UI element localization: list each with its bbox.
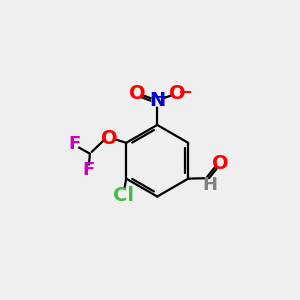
Circle shape xyxy=(172,88,182,98)
Text: Cl: Cl xyxy=(113,187,134,206)
Text: +: + xyxy=(155,90,167,104)
Circle shape xyxy=(215,159,226,169)
Text: F: F xyxy=(83,161,95,179)
Circle shape xyxy=(85,166,93,175)
Circle shape xyxy=(104,134,115,144)
Text: O: O xyxy=(169,84,185,103)
Circle shape xyxy=(133,88,143,98)
Text: N: N xyxy=(149,91,165,110)
Text: O: O xyxy=(129,84,146,103)
Circle shape xyxy=(117,190,130,202)
Circle shape xyxy=(152,95,163,106)
Text: F: F xyxy=(68,136,80,154)
Text: H: H xyxy=(202,176,217,194)
Text: −: − xyxy=(177,84,192,102)
Circle shape xyxy=(70,140,78,148)
Text: O: O xyxy=(212,154,229,173)
Text: O: O xyxy=(101,129,118,148)
